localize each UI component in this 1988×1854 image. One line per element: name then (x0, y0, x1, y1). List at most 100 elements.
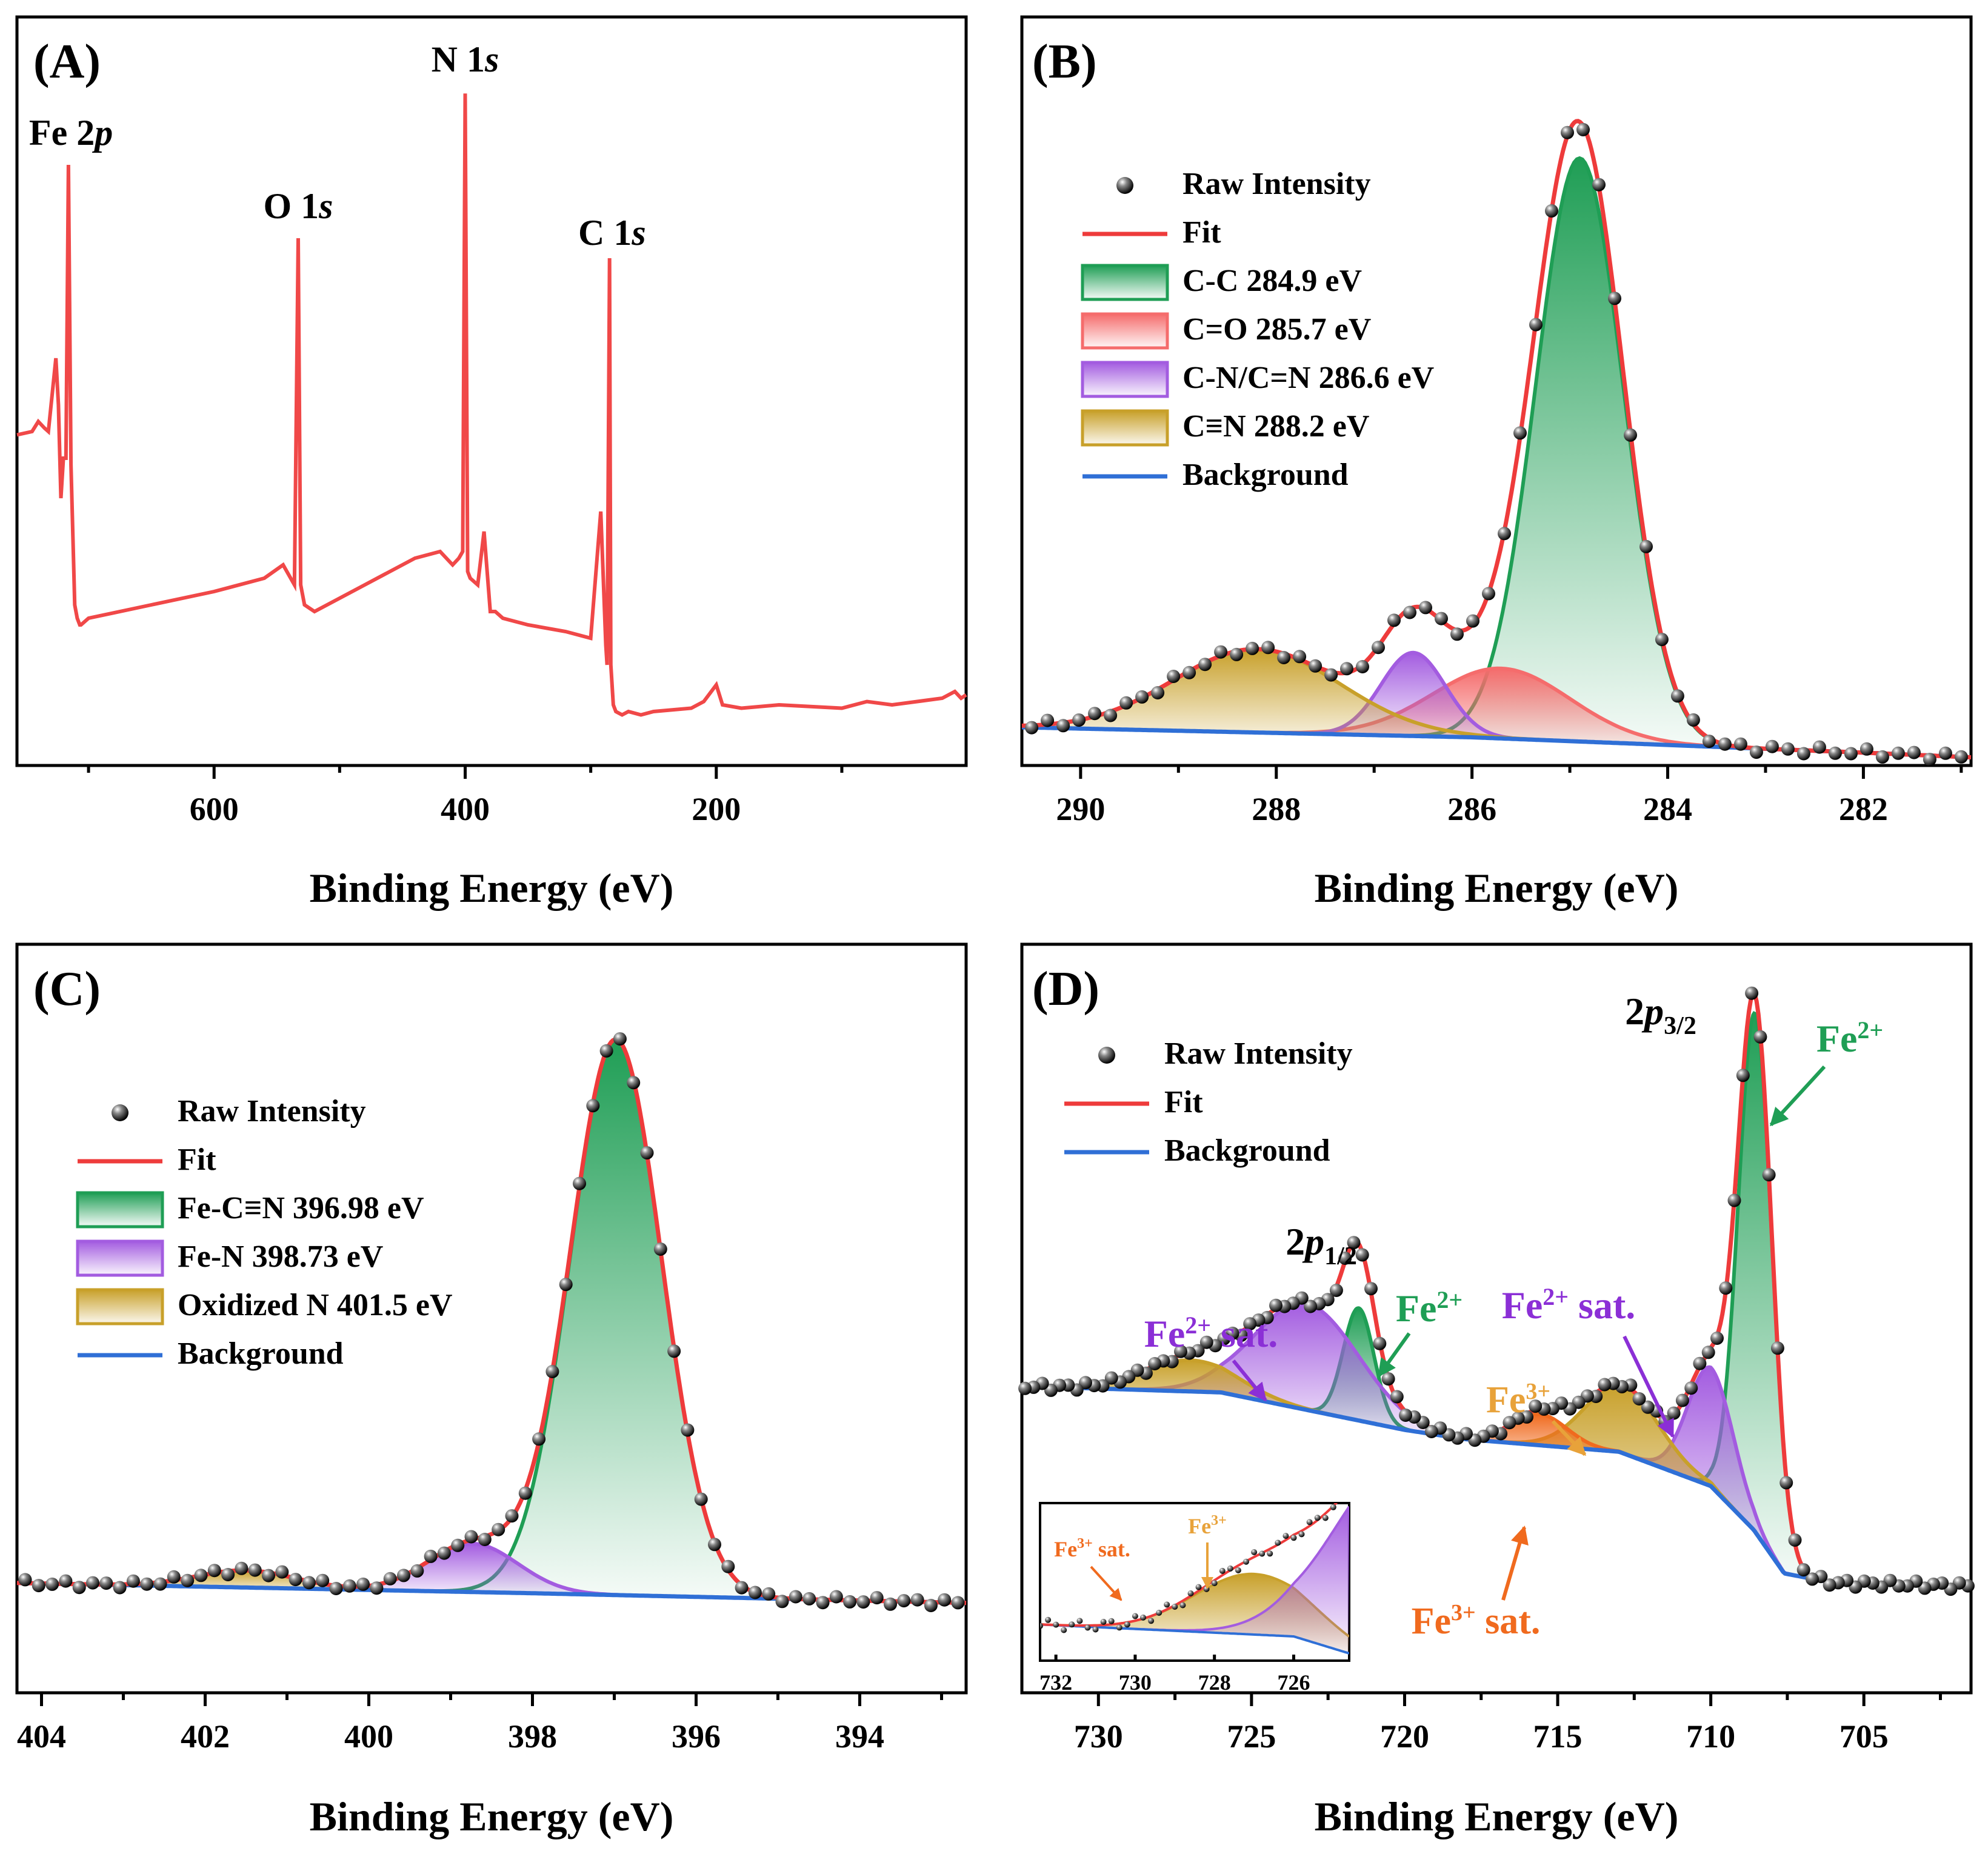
label-fe3sat-tail: sat. (1476, 1601, 1541, 1642)
d-xtick-label-3: 715 (1533, 1718, 1583, 1755)
d-raw-point (1701, 1345, 1715, 1359)
inset-raw-point (1124, 1621, 1130, 1628)
c-raw-point (248, 1563, 262, 1577)
d-raw-point (1529, 1399, 1543, 1413)
panel-d-components (1021, 991, 1972, 1589)
b-legend-label-1: Fit (1182, 215, 1221, 250)
b-raw-point (1246, 641, 1259, 655)
b-legend-item-1: Fit (1082, 215, 1221, 250)
c-legend-item-0: Raw Intensity (112, 1094, 366, 1129)
d-raw-point (1675, 1393, 1689, 1407)
d-raw-point (1329, 1284, 1343, 1297)
c-raw-point (910, 1593, 924, 1607)
b-legend-item-3: C=O 285.7 eV (1081, 312, 1371, 350)
b-raw-point (1592, 178, 1606, 192)
c-component-fill-1 (247, 1543, 698, 1597)
d-raw-point (1745, 986, 1759, 1000)
d-raw-point (1148, 1357, 1162, 1370)
c-raw-point (59, 1574, 73, 1588)
panel-c-n1s: (C) 404 402 400 398 396 394 Raw Intensity Fit F… (15, 942, 968, 1839)
inset-xtick-label-3: 726 (1277, 1670, 1310, 1695)
d-xtick-label-4: 710 (1686, 1718, 1735, 1755)
b-raw-point (1749, 745, 1763, 759)
c-xtick-label-2: 400 (344, 1718, 393, 1755)
c-legend-label-3: Fe-N 398.73 eV (178, 1239, 383, 1274)
d-xtick-label-0: 730 (1074, 1718, 1123, 1755)
panel-c-frame (15, 942, 968, 1695)
d-raw-point (1598, 1378, 1612, 1392)
c-raw-point (289, 1573, 302, 1587)
label-fe2sat-right-element: Fe (1502, 1284, 1543, 1327)
arrow-fe2-right (1769, 1065, 1826, 1127)
inset-raw-point (1100, 1619, 1107, 1625)
c-raw-point (437, 1546, 451, 1560)
b-raw-point (1923, 753, 1936, 767)
inset-raw-point (1306, 1519, 1313, 1526)
c-raw-point (153, 1577, 167, 1591)
c-raw-point (464, 1530, 478, 1544)
label-fe2-left-charge: 2+ (1436, 1286, 1463, 1313)
inset-raw-point (1040, 1622, 1043, 1629)
inset-xtick-label-2: 728 (1198, 1670, 1231, 1695)
d-raw-point (1780, 1476, 1793, 1490)
b-raw-point (1466, 614, 1479, 628)
d-raw-point (1762, 1168, 1776, 1182)
inset-raw-point (1108, 1618, 1115, 1624)
inset-raw-point (1227, 1566, 1233, 1572)
c-raw-point (194, 1569, 208, 1582)
d-fit-line (1021, 991, 1972, 1589)
d-raw-point (1503, 1416, 1516, 1430)
inset-raw-point (1045, 1616, 1052, 1623)
inset-label-fe3-charge: 3+ (1211, 1513, 1227, 1529)
b-legend-label-3: C=O 285.7 eV (1182, 312, 1371, 347)
peak-label-text-0: Fe 2 (29, 113, 95, 153)
b-legend-component-swatch (1081, 409, 1169, 447)
label-2p32-orbital: p (1641, 990, 1664, 1033)
label-fe2-right-element: Fe (1816, 1017, 1858, 1060)
c-raw-point (532, 1432, 546, 1446)
panel-a-series (16, 93, 967, 717)
b-legend-item-0: Raw Intensity (1116, 167, 1371, 201)
label-fe2sat-left: Fe2+ sat. (1144, 1312, 1278, 1355)
panel-a-tag: (A) (33, 35, 101, 88)
peak-label-2: N 1s (432, 39, 499, 79)
panel-a-peak-labels: Fe 2pO 1sN 1sC 1s (29, 39, 646, 253)
c-raw-point (140, 1577, 154, 1591)
c-raw-point (924, 1599, 938, 1612)
c-legend-item-1: Fit (78, 1142, 216, 1177)
panel-c-tag: (C) (33, 962, 101, 1016)
c-raw-point (397, 1569, 410, 1582)
c-raw-point (613, 1032, 627, 1046)
c-raw-point (32, 1579, 45, 1593)
b-raw-point (1182, 665, 1196, 679)
inset-raw-point (1053, 1621, 1059, 1628)
inset-raw-point (1116, 1624, 1122, 1631)
d-component-fill-2 (1596, 1367, 1826, 1582)
b-raw-point (1545, 204, 1558, 218)
b-xtick-label-4: 282 (1839, 791, 1888, 827)
c-component-fill-2 (17, 1570, 492, 1593)
label-fe2sat-left-element: Fe (1144, 1312, 1186, 1355)
b-raw-point (1482, 587, 1495, 601)
c-raw-point (478, 1533, 492, 1546)
c-legend-item-5: Background (78, 1336, 344, 1371)
c-raw-point (843, 1595, 857, 1609)
b-component-fill-1 (1159, 668, 1844, 752)
c-raw-point (884, 1597, 897, 1611)
c-legend-item-2: Fe-C≡N 396.98 eV (76, 1191, 424, 1229)
b-raw-point (1891, 746, 1905, 760)
a-xtick-label-0: 600 (190, 791, 239, 827)
c-xtick-label-0: 404 (17, 1718, 66, 1755)
b-legend-label-6: Background (1182, 458, 1349, 492)
arrow-fe3 (1551, 1419, 1587, 1456)
c-raw-point (559, 1278, 573, 1292)
d-raw-point (1347, 1236, 1361, 1250)
b-raw-point (1781, 742, 1795, 756)
c-raw-point (897, 1594, 911, 1608)
d-raw-point (1304, 1299, 1318, 1313)
b-raw-point (1938, 746, 1952, 760)
d-raw-point (1770, 1341, 1784, 1355)
a-xtick-label-2: 200 (692, 791, 741, 827)
panel-a-frame (15, 15, 968, 767)
